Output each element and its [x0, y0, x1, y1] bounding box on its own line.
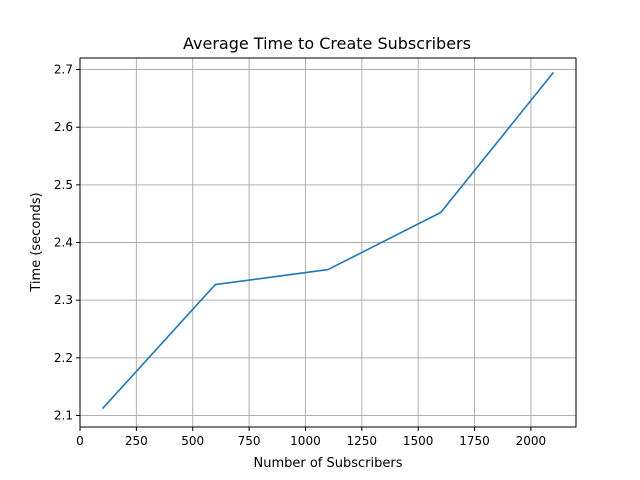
y-tick-label: 2.1 [54, 408, 73, 422]
y-axis-label: Time (seconds) [29, 192, 44, 292]
x-axis-ticks: 0 250 500 750 1000 1250 1500 1750 2000 [76, 427, 546, 448]
y-tick-label: 2.7 [54, 63, 73, 77]
x-tick-label: 2000 [516, 434, 547, 448]
y-tick-label: 2.2 [54, 351, 73, 365]
series-line [101, 71, 555, 410]
x-axis-label: Number of Subscribers [253, 456, 402, 471]
x-tick-label: 250 [125, 434, 148, 448]
y-axis-ticks: 2.1 2.2 2.3 2.4 2.5 2.6 2.7 [54, 63, 80, 422]
x-tick-label: 1750 [459, 434, 490, 448]
x-tick-label: 0 [76, 434, 84, 448]
x-tick-label: 750 [238, 434, 261, 448]
x-tick-label: 1000 [290, 434, 321, 448]
x-tick-label: 1250 [347, 434, 378, 448]
series-layer [101, 71, 555, 410]
y-tick-label: 2.4 [54, 236, 73, 250]
x-tick-label: 1500 [403, 434, 434, 448]
chart-title: Average Time to Create Subscribers [183, 34, 471, 53]
x-tick-label: 500 [181, 434, 204, 448]
grid-lines [79, 58, 576, 427]
y-tick-label: 2.5 [54, 178, 73, 192]
y-tick-label: 2.6 [54, 120, 73, 134]
y-tick-label: 2.3 [54, 293, 73, 307]
